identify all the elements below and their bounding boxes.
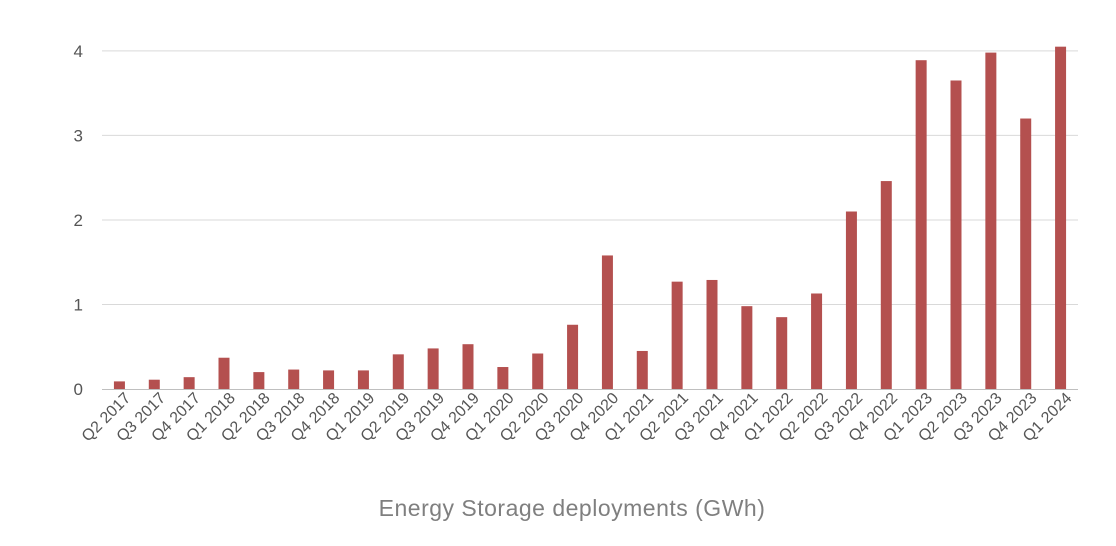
x-axis-label: Energy Storage deployments (GWh) [379,495,766,521]
bar [532,353,544,389]
bar [113,381,125,389]
bar [1020,118,1032,390]
y-axis-ticks: 0 1 2 3 4 [74,42,83,399]
bar [323,370,335,389]
bar [706,279,718,389]
bar [671,281,683,389]
bar [915,60,927,389]
bar [218,357,230,389]
y-tick-label: 4 [74,42,83,61]
y-tick-label: 1 [74,295,83,314]
bar [985,52,997,389]
bar [288,369,300,389]
gridlines [102,50,1078,305]
bar [148,379,160,389]
bar [253,372,265,389]
bar [357,370,369,389]
bar [950,80,962,389]
y-tick-label: 2 [74,211,83,230]
bar [741,306,753,389]
bar [811,293,823,389]
bar [462,344,474,389]
bar [1055,46,1067,390]
bar [427,348,439,389]
bar [392,354,404,389]
bars [113,46,1067,390]
bar [497,367,509,389]
bar [567,324,579,389]
bar [880,181,892,389]
bar [636,350,648,389]
bar [601,255,613,389]
bar [845,211,857,389]
bar [776,317,788,389]
y-tick-label: 0 [74,380,83,399]
bar [183,377,195,389]
y-tick-label: 3 [74,126,83,145]
